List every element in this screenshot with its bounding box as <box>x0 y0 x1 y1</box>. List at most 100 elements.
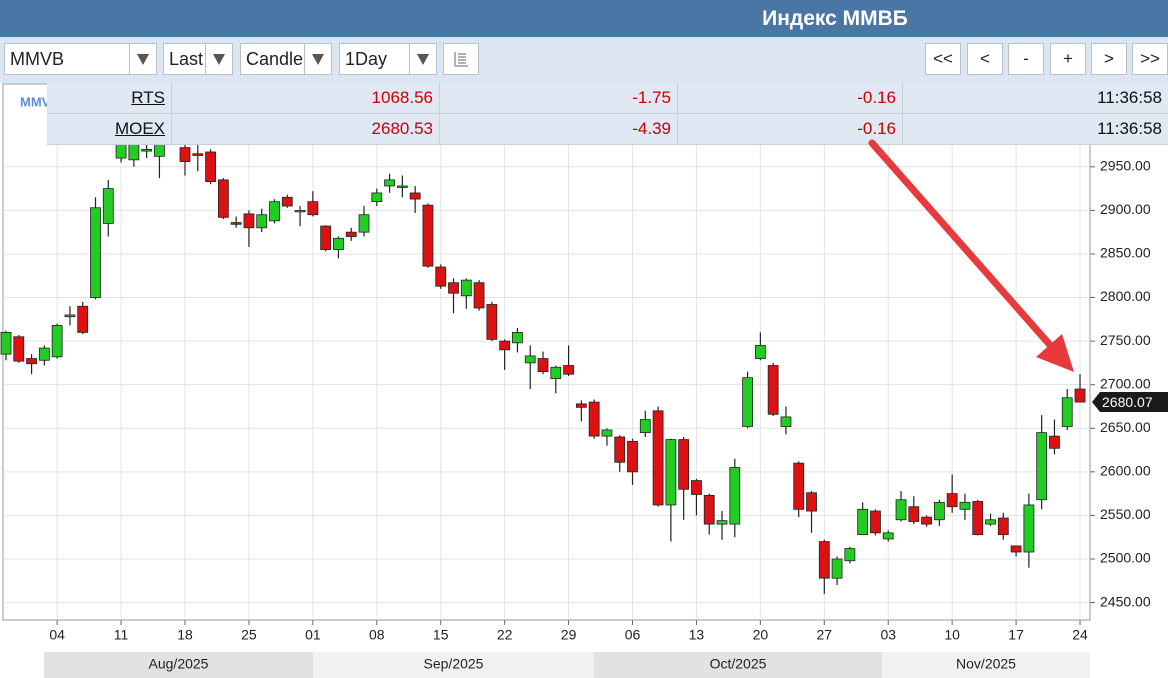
candle-body <box>77 305 89 333</box>
toolbar: MMVB Last Candle 1Day << < - + > >> <box>0 37 1168 83</box>
candle-body <box>217 179 229 218</box>
candle-body <box>639 419 651 434</box>
candle-body <box>371 192 383 203</box>
candle-body <box>486 304 498 340</box>
candle-body <box>524 355 536 364</box>
nav-button[interactable]: < <box>967 43 1003 75</box>
x-tick-label: 24 <box>1072 627 1088 643</box>
candle-body <box>256 214 268 229</box>
dropdown-arrow[interactable] <box>129 44 156 74</box>
select-text: Last <box>169 49 204 69</box>
y-tick-label: 2450.00 <box>1100 593 1151 609</box>
x-tick-label: 11 <box>114 627 129 643</box>
quote-name[interactable]: RTS <box>47 83 172 113</box>
candle-body <box>141 148 153 152</box>
candle-body <box>1010 545 1022 553</box>
symbol-select[interactable]: MMVB <box>4 43 157 75</box>
candle-body <box>742 377 753 427</box>
x-tick-label: 18 <box>177 627 193 643</box>
x-tick-label: 08 <box>369 627 385 643</box>
candle-body <box>90 207 101 298</box>
candle-body <box>550 366 562 379</box>
nav-button[interactable]: >> <box>1132 43 1168 75</box>
last-price-label: 2680.07 <box>1102 394 1153 410</box>
y-tick-label: 2550.00 <box>1100 506 1151 522</box>
x-tick-label: 13 <box>689 627 705 643</box>
select-text: 1Day <box>345 49 388 69</box>
candle-body <box>1049 435 1060 449</box>
header: Индекс ММВБ <box>0 0 1168 37</box>
dropdown-arrow[interactable] <box>205 44 232 74</box>
candle-body <box>921 516 932 525</box>
candle-body <box>460 279 472 297</box>
candle-body <box>780 416 792 427</box>
y-tick-label: 2700.00 <box>1100 375 1151 391</box>
candle-body <box>1061 397 1073 427</box>
nav-button[interactable]: > <box>1091 43 1127 75</box>
last-price-tag <box>1092 392 1168 413</box>
quote-name[interactable]: MOEX <box>47 114 172 144</box>
x-tick-label: 01 <box>305 627 321 643</box>
candle-body <box>38 347 50 361</box>
candle-body <box>729 467 741 525</box>
y-tick-label: 2900.00 <box>1100 201 1151 217</box>
price-select[interactable]: Last <box>163 43 233 75</box>
x-tick-label: 04 <box>49 627 65 643</box>
x-tick-label: 10 <box>944 627 960 643</box>
period-select[interactable]: 1Day <box>339 43 437 75</box>
candle-body <box>652 410 664 506</box>
y-tick-label: 2650.00 <box>1100 419 1151 435</box>
quotes-table: RTS 1068.56 -1.75 -0.16 11:36:58 MOEX 2680.53-… <box>47 83 1168 145</box>
chart-type-select[interactable]: Candle <box>240 43 332 75</box>
quote-cell: 11:36:58 <box>1097 119 1162 138</box>
zoom-button[interactable]: + <box>1050 43 1086 75</box>
candle-body <box>1023 504 1035 553</box>
candle-body <box>882 532 894 540</box>
x-tick-label: 25 <box>241 627 257 643</box>
candle-body <box>435 266 447 287</box>
candle-body <box>345 231 357 237</box>
dropdown-arrow[interactable] <box>304 44 331 74</box>
candle-body <box>678 439 690 490</box>
candle-body <box>588 401 600 437</box>
candle-body <box>997 517 1009 535</box>
quote-row: MOEX 2680.53 -4.39 -0.16 11:36:58 <box>47 114 1168 145</box>
dropdown-arrow[interactable] <box>409 44 436 74</box>
y-tick-label: 2600.00 <box>1100 463 1151 479</box>
y-tick-label: 2850.00 <box>1100 245 1151 261</box>
candle-body <box>192 153 204 156</box>
candle-body <box>703 494 715 525</box>
settings-button[interactable] <box>443 43 479 75</box>
candle-body <box>1036 432 1048 501</box>
candle-body <box>806 492 817 512</box>
candle-body <box>473 282 485 309</box>
quote-cell: -1.75 <box>440 83 678 113</box>
quote-cell: 2680.53 <box>172 114 440 144</box>
nav-button[interactable]: << <box>925 43 961 75</box>
month-band <box>594 652 882 678</box>
header-title: Индекс ММВБ <box>762 7 908 30</box>
month-band <box>882 652 1090 678</box>
quote-cell: 11:36:58 <box>1097 88 1162 107</box>
candle-body <box>13 336 25 362</box>
candle-body <box>0 331 12 355</box>
settings-icon <box>454 52 468 67</box>
candle-body <box>946 493 958 508</box>
quote-row: RTS 1068.56 -1.75 -0.16 11:36:58 <box>47 83 1168 114</box>
candle-body <box>716 520 728 525</box>
candle-body <box>895 499 907 521</box>
candle-body <box>959 501 971 510</box>
month-band <box>44 652 313 678</box>
candle-body <box>307 201 319 216</box>
x-tick-label: 17 <box>1008 627 1024 643</box>
zoom-button[interactable]: - <box>1008 43 1044 75</box>
candle-body <box>933 501 945 521</box>
candle-body <box>754 345 766 359</box>
candle-body <box>26 358 37 365</box>
candle-body <box>448 282 459 294</box>
select-text: MMVB <box>10 49 64 69</box>
quote-cell: -0.16 <box>678 114 903 144</box>
x-tick-label: 03 <box>880 627 896 643</box>
candle-body <box>102 188 114 224</box>
x-tick-label: 20 <box>753 627 769 643</box>
